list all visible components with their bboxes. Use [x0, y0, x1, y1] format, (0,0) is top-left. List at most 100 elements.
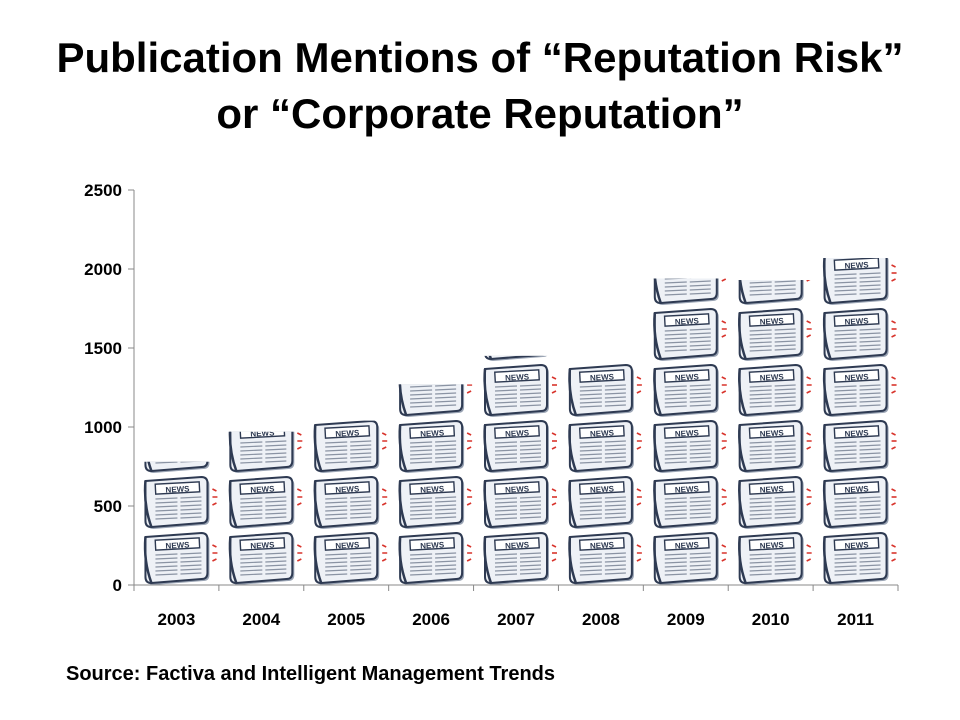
svg-text:NEWS: NEWS — [675, 316, 700, 326]
x-tick-label: 2005 — [327, 610, 365, 629]
newspaper-icon: NEWS — [653, 531, 727, 585]
svg-text:NEWS: NEWS — [760, 372, 785, 382]
newspaper-icon: NEWS — [568, 419, 642, 473]
newspaper-icon: NEWS — [485, 253, 557, 305]
svg-text:NEWS: NEWS — [420, 484, 445, 494]
svg-text:NEWS: NEWS — [675, 372, 700, 382]
newspaper-icon: NEWS — [398, 419, 473, 473]
svg-text:NEWS: NEWS — [335, 372, 360, 382]
newspaper-icon: NEWS — [568, 363, 642, 417]
newspaper-icon: NEWS — [400, 309, 472, 361]
svg-text:NEWS: NEWS — [165, 540, 190, 550]
newspaper-icon: NEWS — [653, 260, 727, 305]
newspaper-icon: NEWS — [822, 363, 897, 417]
svg-text:NEWS: NEWS — [335, 540, 360, 550]
svg-text:NEWS: NEWS — [505, 316, 530, 326]
svg-text:NEWS: NEWS — [844, 204, 869, 214]
bar-2003: NEWS NEWS NEWS NEWS — [143, 365, 218, 585]
svg-text:NEWS: NEWS — [675, 428, 700, 438]
newspaper-icon: NEWS — [738, 475, 812, 529]
newspaper-icon: NEWS — [483, 419, 557, 473]
bar-2005: NEWS NEWS NEWS NEWS — [313, 365, 388, 585]
source-note: Source: Factiva and Intelligent Manageme… — [66, 663, 555, 685]
svg-text:NEWS: NEWS — [675, 260, 700, 270]
newspaper-icon: NEWS — [822, 419, 897, 473]
svg-text:NEWS: NEWS — [844, 540, 869, 550]
axes-group: 0 500 1000 1500 2000 2500 2003 2004 2005 2006 2007… — [84, 181, 899, 629]
newspaper-icon: NEWS — [228, 428, 303, 473]
svg-text:NEWS: NEWS — [844, 484, 869, 494]
svg-text:NEWS: NEWS — [250, 540, 275, 550]
newspaper-icon: NEWS — [569, 309, 641, 361]
x-tick-label: 2010 — [752, 610, 790, 629]
x-tick-label: 2003 — [158, 610, 196, 629]
svg-text:NEWS: NEWS — [505, 484, 530, 494]
svg-text:NEWS: NEWS — [675, 204, 700, 214]
svg-text:NEWS: NEWS — [505, 260, 530, 270]
newspaper-icon: NEWS — [653, 307, 727, 361]
svg-text:NEWS: NEWS — [590, 540, 615, 550]
svg-text:NEWS: NEWS — [760, 428, 785, 438]
newspaper-icon: NEWS — [145, 365, 217, 417]
svg-text:NEWS: NEWS — [250, 372, 275, 382]
y-tick-label: 1500 — [84, 339, 122, 358]
newspaper-icon: NEWS — [228, 531, 303, 585]
svg-text:NEWS: NEWS — [505, 540, 530, 550]
x-tick-label: 2004 — [242, 610, 280, 629]
newspaper-icon: NEWS — [738, 363, 812, 417]
newspaper-icon: NEWS — [568, 531, 642, 585]
svg-text:NEWS: NEWS — [420, 540, 445, 550]
newspaper-icon: NEWS — [653, 475, 727, 529]
chart-title: Publication Mentions of “Reputation Risk… — [0, 30, 960, 142]
x-tick-label: 2011 — [837, 610, 874, 629]
svg-text:NEWS: NEWS — [420, 428, 445, 438]
newspaper-icon: NEWS — [484, 316, 547, 361]
newspaper-icon: NEWS — [398, 475, 473, 529]
newspaper-icon: NEWS — [483, 531, 557, 585]
newspaper-icon: NEWS — [143, 531, 218, 585]
bar-2009: NEWS NEWS NEWS NEWS NEWS NEWS NEWS — [653, 204, 727, 585]
svg-text:NEWS: NEWS — [335, 484, 360, 494]
newspaper-icon: NEWS — [739, 197, 811, 249]
x-tick-label: 2006 — [412, 610, 450, 629]
svg-text:NEWS: NEWS — [505, 372, 530, 382]
svg-text:NEWS: NEWS — [165, 428, 190, 438]
svg-text:NEWS: NEWS — [505, 428, 530, 438]
svg-text:NEWS: NEWS — [844, 260, 869, 270]
bars-group: NEWSNEWSNEWSNEWSNEWSNEWSNEWSNEWSNEWSNEWS… — [143, 197, 897, 585]
svg-text:NEWS: NEWS — [420, 316, 445, 326]
newspaper-icon: NEWS — [313, 420, 388, 473]
newspaper-icon: NEWS — [738, 307, 812, 361]
newspaper-icon: NEWS — [143, 475, 218, 529]
svg-text:NEWS: NEWS — [675, 540, 700, 550]
newspaper-icon: NEWS — [483, 363, 557, 417]
svg-text:NEWS: NEWS — [250, 428, 275, 438]
svg-text:NEWS: NEWS — [844, 372, 869, 382]
bar-2006: NEWS NEWS NEWS NEWS NEWS — [398, 309, 473, 585]
newspaper-icon: NEWS — [822, 307, 897, 361]
y-tick-label: 2500 — [84, 181, 122, 200]
svg-text:NEWS: NEWS — [760, 484, 785, 494]
svg-text:NEWS: NEWS — [250, 484, 275, 494]
newspaper-icon: NEWS — [822, 531, 897, 585]
newspaper-icon: NEWS — [313, 531, 388, 585]
svg-text:NEWS: NEWS — [590, 372, 615, 382]
bar-2010: NEWS NEWS NEWS NEWS NEWS NEWS NEWS — [738, 197, 812, 585]
chart-title-line-1: Publication Mentions of “Reputation Risk… — [56, 34, 904, 81]
x-tick-label: 2009 — [667, 610, 705, 629]
svg-text:NEWS: NEWS — [760, 204, 785, 214]
bar-2008: NEWS NEWS NEWS NEWS NEWS — [568, 309, 642, 585]
svg-text:NEWS: NEWS — [760, 260, 785, 270]
x-tick-label: 2008 — [582, 610, 620, 629]
newspaper-icon: NEWS — [653, 363, 727, 417]
x-tick-label: 2007 — [497, 610, 535, 629]
svg-text:NEWS: NEWS — [675, 484, 700, 494]
svg-text:NEWS: NEWS — [335, 428, 360, 438]
y-tick-label: 1000 — [84, 418, 122, 437]
newspaper-icon: NEWS — [228, 475, 303, 529]
newspaper-icon: NEWS — [822, 475, 897, 529]
chart-title-line-2: or “Corporate Reputation” — [216, 90, 744, 137]
svg-text:NEWS: NEWS — [165, 372, 190, 382]
newspaper-icon: NEWS — [315, 365, 387, 417]
